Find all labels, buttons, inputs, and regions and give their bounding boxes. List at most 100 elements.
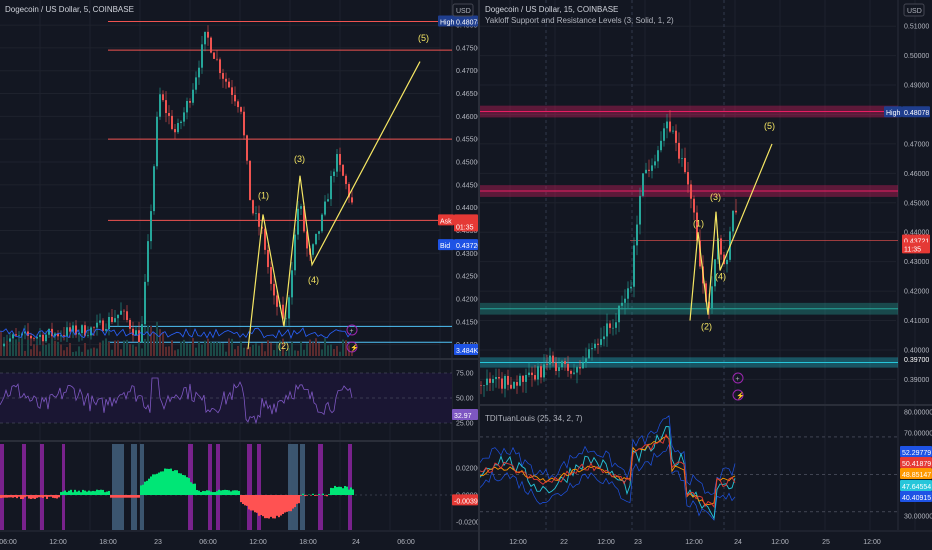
candle-body (276, 295, 278, 307)
volume-bar (342, 339, 344, 356)
plus-icon-glyph: + (350, 328, 354, 335)
osc-histogram-bar (336, 487, 338, 495)
candle-body (66, 327, 68, 337)
price-tag-value: 0.43720 (456, 243, 478, 250)
price-axis-tick: 0.50000 (904, 53, 929, 60)
lightning-icon[interactable] (732, 389, 744, 401)
candle-body (669, 121, 671, 132)
candle-body (246, 135, 248, 161)
volume-bar (63, 350, 65, 356)
right-chart-title: Dogecoin / US Dollar, 15, COINBASE (485, 5, 618, 14)
volume-bar (99, 342, 101, 356)
price-tag-value: 01:35 (456, 224, 474, 231)
time-axis-tick: 24 (734, 539, 742, 546)
volume-bar (6, 340, 8, 356)
candle-body (489, 378, 491, 383)
osc-histogram-bar (302, 493, 304, 495)
osc-histogram-bar (304, 495, 306, 497)
candle-body (114, 318, 116, 322)
tdi-axis-tick: 30.00000 (904, 514, 932, 521)
rsi-axis-tick: 75.00 (456, 371, 474, 378)
volume-bar (291, 342, 293, 356)
osc-histogram-bar (140, 485, 142, 495)
osc-histogram-bar (28, 495, 30, 499)
price-axis-tick: 0.44000 (904, 230, 929, 237)
volume-bar (27, 339, 29, 356)
price-tag-value-box (902, 106, 930, 118)
osc-bg-bar (288, 444, 298, 530)
time-axis-tick: 12:00 (49, 539, 67, 546)
osc-histogram-bar (234, 490, 236, 495)
osc-histogram-bar (226, 489, 228, 495)
plus-icon[interactable] (732, 372, 744, 384)
currency-button[interactable] (903, 3, 925, 17)
osc-bg-bar (22, 444, 26, 530)
osc-histogram-bar (178, 473, 180, 495)
currency-button[interactable] (452, 3, 474, 17)
time-axis-tick: 18:00 (299, 539, 317, 546)
right-chart-panel[interactable]: 0.510000.500000.490000.480000.470000.460… (480, 0, 932, 550)
osc-tag-box (452, 494, 478, 506)
time-axis-tick: 12:00 (249, 539, 267, 546)
candle-body (498, 376, 500, 379)
candle-body (597, 343, 599, 345)
osc-histogram-bar (56, 495, 58, 499)
volume-bar (39, 351, 41, 356)
candle-body (171, 115, 173, 130)
candle-body (111, 317, 113, 322)
candle-body (231, 87, 233, 95)
tdi-tag-box (900, 457, 932, 468)
volume-bar (264, 351, 266, 356)
wave-label: (5) (418, 33, 429, 43)
osc-histogram-bar (60, 492, 62, 495)
candle-body (576, 367, 578, 373)
panel-divider[interactable] (478, 0, 480, 550)
volume-bar (285, 351, 287, 356)
time-axis-tick: 06:00 (199, 539, 217, 546)
osc-bg-bar (131, 444, 137, 530)
volume-bar (15, 339, 17, 356)
osc-histogram-bar (296, 495, 298, 504)
osc-histogram-bar (116, 495, 118, 498)
tdi-tag-box (900, 468, 932, 479)
rsi-axis-tick: 50.00 (456, 396, 474, 403)
indicator-subtitle: Yakloff Support and Resistance Levels (3… (485, 16, 674, 25)
osc-histogram-bar (264, 495, 266, 519)
right-chart-canvas[interactable]: 0.510000.500000.490000.480000.470000.460… (480, 0, 932, 550)
lightning-icon[interactable] (346, 341, 358, 353)
volume-bar (324, 338, 326, 356)
osc-bg-bar (112, 444, 124, 530)
volume-bar (129, 344, 131, 356)
volume-bar (315, 338, 317, 356)
volume-bar (246, 347, 248, 356)
volume-bar (120, 349, 122, 356)
candle-body (273, 283, 275, 296)
osc-histogram-bar (272, 495, 274, 519)
osc-histogram-bar (274, 495, 276, 519)
osc-histogram-bar (34, 495, 36, 499)
osc-histogram-bar (20, 495, 22, 500)
volume-bar (168, 346, 170, 356)
osc-histogram-bar (84, 490, 86, 495)
candle-body (174, 129, 176, 133)
volume-bar (186, 343, 188, 356)
volume-bar (45, 344, 47, 356)
candle-body (588, 349, 590, 359)
volume-bar (210, 341, 212, 356)
price-tag-value: 0.43721 (904, 238, 929, 245)
price-tag-label: Bid (440, 243, 450, 250)
osc-axis-tick: 0.02000 (456, 466, 478, 473)
candle-body (732, 210, 734, 232)
candle-body (30, 335, 32, 339)
left-chart-panel[interactable]: 0.480000.475000.470000.465000.460000.455… (0, 0, 478, 550)
time-axis-tick: 06:00 (397, 539, 415, 546)
osc-histogram-bar (246, 495, 248, 506)
time-axis-tick: 12:00 (597, 539, 615, 546)
left-chart-canvas[interactable]: 0.480000.475000.470000.465000.460000.455… (0, 0, 478, 550)
candle-body (138, 330, 140, 343)
lightning-icon-glyph: ⚡ (736, 391, 745, 400)
osc-histogram-bar (216, 491, 218, 495)
candle-body (513, 382, 515, 389)
osc-histogram-bar (58, 495, 60, 498)
plus-icon[interactable] (346, 324, 358, 336)
